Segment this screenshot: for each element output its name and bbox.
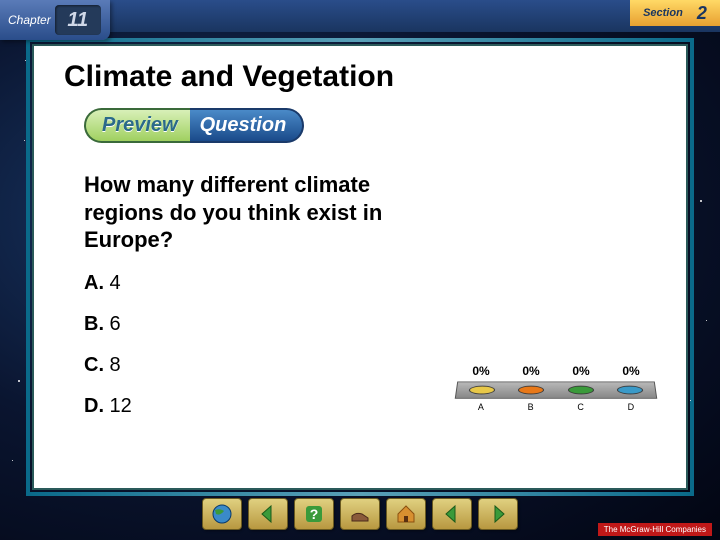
percentage-value: 0% <box>472 364 489 378</box>
chapter-tab: Chapter 11 <box>0 0 110 40</box>
nav-help-button[interactable]: ? <box>294 498 334 530</box>
question-icon: ? <box>302 502 326 526</box>
answer-value: 8 <box>104 354 121 376</box>
response-chip <box>568 386 594 395</box>
badge-question: Question <box>190 108 305 143</box>
percentage-row: 0% 0% 0% 0% <box>456 364 656 378</box>
content-panel: Climate and Vegetation Preview Question … <box>32 44 688 490</box>
question-text: How many different climate regions do yo… <box>84 171 424 254</box>
answer-letter: B. <box>84 313 104 335</box>
percentage-value: 0% <box>522 364 539 378</box>
arrow-left-icon <box>256 502 280 526</box>
chevron-left-icon <box>440 502 464 526</box>
nav-home-button[interactable] <box>386 498 426 530</box>
response-chip <box>518 386 544 395</box>
response-chip <box>468 386 495 395</box>
section-number: 2 <box>697 3 707 24</box>
nav-globe-button[interactable] <box>202 498 242 530</box>
answer-letter: C. <box>84 354 104 376</box>
chapter-number: 11 <box>67 9 88 32</box>
globe-icon <box>210 502 234 526</box>
nav-back-button[interactable] <box>248 498 288 530</box>
section-tab: Section 2 <box>630 0 720 26</box>
answer-value: 12 <box>104 395 132 417</box>
shoe-icon <box>348 502 372 526</box>
chapter-label: Chapter <box>8 13 51 27</box>
nav-next-button[interactable] <box>478 498 518 530</box>
top-bar: Chapter 11 Section 2 <box>0 0 720 32</box>
nav-shoe-button[interactable] <box>340 498 380 530</box>
answer-letter: D. <box>84 395 104 417</box>
badge-preview: Preview <box>84 108 190 143</box>
chevron-right-icon <box>486 502 510 526</box>
nav-prev-button[interactable] <box>432 498 472 530</box>
answer-option[interactable]: B. 6 <box>84 313 656 336</box>
percentage-value: 0% <box>622 364 639 378</box>
answer-value: 6 <box>104 313 121 335</box>
chip-board <box>455 381 658 398</box>
answer-option[interactable]: A. 4 <box>84 272 656 295</box>
slide-title: Climate and Vegetation <box>64 60 656 94</box>
chip-label: D <box>628 402 635 412</box>
home-icon <box>394 502 418 526</box>
percentage-value: 0% <box>572 364 589 378</box>
chapter-number-box: 11 <box>55 5 101 35</box>
preview-question-badge: Preview Question <box>84 108 304 143</box>
response-chart: 0% 0% 0% 0% A B C D <box>456 364 656 412</box>
answer-value: 4 <box>104 272 121 294</box>
answer-letter: A. <box>84 272 104 294</box>
response-chip <box>617 386 644 395</box>
publisher-logo: The McGraw-Hill Companies <box>598 523 712 536</box>
svg-text:?: ? <box>310 506 319 522</box>
chip-label: B <box>528 402 534 412</box>
chip-label-row: A B C D <box>456 402 656 412</box>
chip-label: A <box>478 402 484 412</box>
section-label: Section <box>643 7 683 19</box>
navigation-bar: ? <box>202 498 518 530</box>
chip-label: C <box>577 402 584 412</box>
